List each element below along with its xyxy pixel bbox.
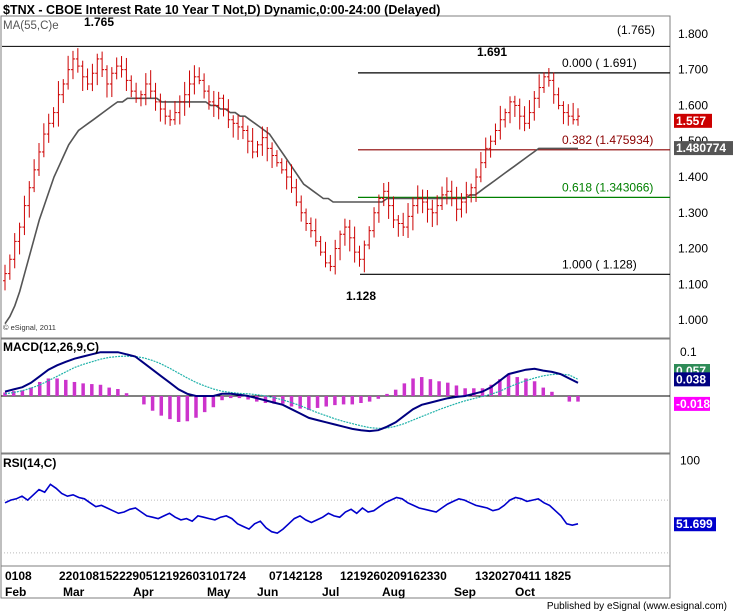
rsi-legend-label: RSI(14,C) (3, 456, 56, 470)
ma-legend-label: MA(55,C)e (3, 20, 59, 32)
fib-label-1.000: 1.000 ( 1.128) (562, 257, 637, 271)
fib-label-0.000: 0.000 ( 1.691) (562, 56, 637, 70)
rsi-value: 51.699 (676, 517, 713, 531)
price-tick-label: 1.200 (678, 242, 708, 256)
x-month-label: Sep (454, 585, 476, 599)
price-tick-label: 1.400 (678, 170, 708, 184)
x-axis-frame (0, 565, 671, 599)
price-tick-label: 1.700 (678, 63, 708, 77)
x-month-label: Jul (322, 585, 339, 599)
panel-frame (0, 15, 671, 339)
macd-tick-label: 0.1 (680, 345, 697, 359)
x-month-label: Jun (257, 585, 278, 599)
copyright-text: © eSignal, 2011 (3, 323, 56, 332)
price-axis: 1.0001.1001.2001.3001.4001.5001.6001.700… (674, 27, 733, 327)
price-tick-label: 1.000 (678, 313, 708, 327)
histogram-value: -0.018 (676, 397, 710, 411)
signal-value: 0.038 (676, 372, 706, 386)
price-tick-label: 1.100 (678, 277, 708, 291)
swing-low-label: 1.128 (346, 289, 376, 303)
swing-high-2-label: 1.691 (477, 45, 507, 59)
x-month-label: Apr (133, 585, 154, 599)
publisher-footer: Published by eSignal (www.esignal.com) (546, 601, 727, 612)
price-tick-label: 1.600 (678, 98, 708, 112)
macd-line (4, 351, 579, 433)
macd-legend-label: MACD(12,26,9,C) (3, 340, 99, 354)
x-axis: 0108 2201081522290512192603101724 07142128… (5, 569, 571, 599)
x-month-label: Mar (63, 585, 85, 599)
swing-high-label: 1.765 (84, 15, 114, 29)
histogram-value-bg (674, 396, 710, 411)
x-day-tick-label: 07142128 (269, 569, 323, 583)
fib-label-0.382: 0.382 (1.475934) (562, 133, 653, 147)
ma-value-bg (674, 141, 733, 156)
last-price-value-bg (674, 113, 712, 128)
rsi-value-bg (674, 517, 716, 532)
price-tick-label: 1.300 (678, 206, 708, 220)
x-month-label: Feb (5, 585, 26, 599)
panel-frames (0, 15, 671, 599)
panel-frame (0, 453, 671, 567)
signal-value-bg (674, 372, 710, 387)
x-month-label: Aug (382, 585, 405, 599)
fibonacci-levels: 0.000 ( 1.691) 0.382 (1.475934) 0.618 (1.3… (2, 45, 670, 275)
moving-average (4, 97, 578, 325)
x-month-label: May (207, 585, 231, 599)
x-day-tick-label: 0108 (5, 569, 32, 583)
ma-55-line (4, 97, 578, 325)
price-bars (3, 48, 580, 291)
fib-label-0.618: 0.618 (1.343066) (562, 180, 653, 194)
rsi-panel: 100 51.699 (1, 454, 716, 554)
x-day-tick-label: 2201081522290512192603101724 (59, 569, 246, 583)
x-day-tick-label: 1320270411 1825 (475, 569, 571, 583)
rsi-line (4, 483, 579, 534)
macd-signal-line (4, 355, 579, 430)
rsi-tick-label: 100 (680, 454, 700, 468)
x-day-tick-label: 1219260209162330 (340, 569, 447, 583)
x-month-label: Oct (515, 585, 535, 599)
chart-title: $TNX - CBOE Interest Rate 10 Year T Not,… (3, 3, 440, 17)
price-annotations: 1.765 1.691 1.128 (1.765) (84, 15, 655, 303)
ma-value: 1.480774 (676, 141, 726, 155)
price-tick-label: 1.800 (678, 27, 708, 41)
high-marker-label: (1.765) (617, 23, 655, 37)
last-price-value: 1.557 (676, 114, 706, 128)
